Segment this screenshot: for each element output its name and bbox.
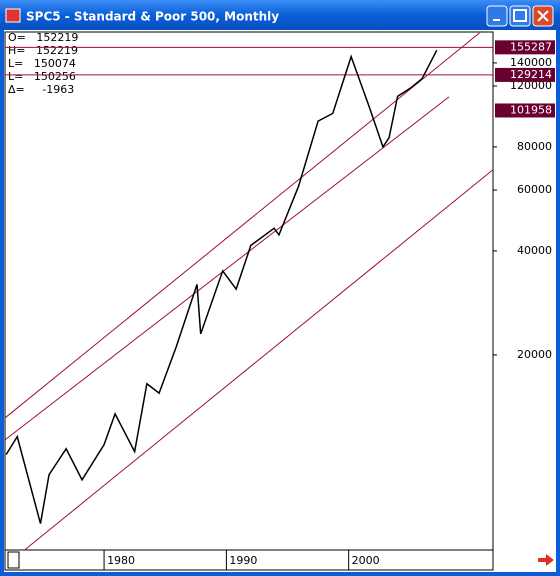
price-tag <box>495 103 555 118</box>
trend-line <box>24 169 494 551</box>
price-tag-label: 155287 <box>510 40 552 53</box>
price-tag-label: 129214 <box>510 68 552 81</box>
close-icon <box>537 10 549 22</box>
x-tick-label: 2000 <box>352 554 380 567</box>
info-line: L= 150256 <box>8 70 76 83</box>
y-tick-label: 80000 <box>517 140 552 153</box>
info-line: Δ= -1963 <box>8 83 74 96</box>
trend-line <box>4 96 450 441</box>
minimize-button[interactable] <box>486 5 508 27</box>
title-bar <box>0 0 560 30</box>
info-line: O= 152219 <box>8 31 78 44</box>
info-line: L= 150074 <box>8 57 76 70</box>
app-icon <box>5 8 21 23</box>
price-tag <box>495 40 555 55</box>
price-tag-label: 101958 <box>510 103 552 116</box>
y-tick-label: 140000 <box>510 56 552 69</box>
y-tick-label: 40000 <box>517 244 552 257</box>
x-axis-strip <box>4 549 494 571</box>
y-tick-label: 120000 <box>510 79 552 92</box>
maximize-icon <box>513 9 527 22</box>
x-tick-label: 1980 <box>107 554 135 567</box>
y-tick-label: 60000 <box>517 183 552 196</box>
info-line: H= 152219 <box>8 44 78 57</box>
window-title: SPC5 - Standard & Poor 500, Monthly <box>26 10 279 24</box>
y-tick-label: 20000 <box>517 348 552 361</box>
trend-line <box>4 32 480 419</box>
client-area <box>4 30 556 572</box>
x-tick-label: 1990 <box>229 554 257 567</box>
scroll-box[interactable] <box>7 551 20 569</box>
price-line <box>5 49 438 524</box>
nav-arrow[interactable] <box>538 554 554 566</box>
minimize-icon <box>493 19 500 21</box>
price-tag <box>495 67 555 82</box>
